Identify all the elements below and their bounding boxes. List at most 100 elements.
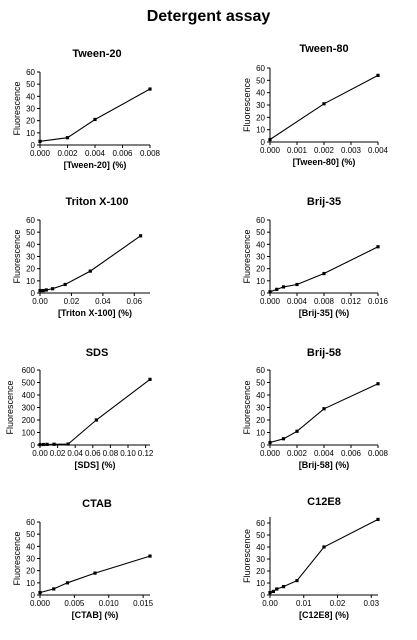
y-tick-label: 20 [256,265,265,274]
y-tick-label: 40 [256,89,265,98]
y-tick-label: 0 [261,289,266,298]
x-tick-label: 0.008 [368,449,389,458]
y-tick-label: 50 [256,228,265,237]
data-point [38,288,42,293]
data-point [376,245,380,249]
y-axis-label: Fluorescence [242,380,252,434]
data-point [268,591,272,595]
y-axis-label: Fluorescence [242,229,252,283]
x-tick-label: 0.000 [30,599,51,608]
y-tick-label: 50 [26,228,35,237]
x-tick-label: 0.000 [30,149,51,158]
y-tick-label: 500 [22,379,36,388]
data-point [50,287,55,291]
x-tick-label: 0.12 [138,449,154,458]
data-point [66,442,70,446]
y-tick-label: 60 [26,216,35,225]
y-tick-label: 30 [256,555,265,564]
x-axis-label: [CTAB] (%) [72,610,119,620]
data-point [52,442,56,446]
data-point [65,581,70,585]
series-line [269,74,379,140]
y-tick-label: 60 [256,216,265,225]
series-line [39,88,151,142]
data-point [38,590,42,595]
chart-title: Detergent assay [146,8,271,25]
y-tick-label: 0 [31,289,36,298]
data-point [322,102,326,106]
series-line [269,246,379,293]
data-point [281,585,286,589]
y-tick-label: 20 [256,416,265,425]
x-tick-label: 0.001 [287,146,308,155]
panel-8: C12E8 0.00 0.01 0.02 0.03 0 10 20 30 40 50 60 [C12E8… [242,496,380,620]
x-tick-label: 0.008 [140,149,161,158]
x-tick-label: 0.06 [85,449,101,458]
y-tick-label: 10 [26,579,35,588]
x-tick-label: 0.02 [64,297,80,306]
x-axis-label: [Brij-35] (%) [299,308,350,318]
y-tick-label: 100 [22,429,36,438]
data-point [376,382,380,386]
data-point [275,587,279,591]
x-tick-label: 0.003 [341,146,362,155]
y-tick-label: 30 [256,253,265,262]
x-tick-label: 0.00 [32,449,48,458]
y-tick-label: 20 [256,113,265,122]
y-tick-label: 0 [31,441,36,450]
x-tick-label: 0.04 [95,297,111,306]
x-axis-label: [Brij-58] (%) [299,460,350,470]
y-tick-label: 300 [22,404,36,413]
data-point [271,589,275,593]
panel-title: Triton X-100 [66,196,129,208]
x-tick-label: 0.01 [296,599,312,608]
y-tick-label: 50 [256,379,265,388]
y-axis-label: Fluorescence [12,229,22,283]
y-tick-label: 40 [26,240,35,249]
x-tick-label: 0.004 [85,149,106,158]
data-point [38,443,42,447]
x-tick-label: 0.010 [99,599,120,608]
data-point [275,287,279,291]
x-tick-label: 0.06 [126,297,142,306]
y-axis-label: Fluorescence [242,78,252,132]
y-tick-label: 0 [31,591,36,600]
y-tick-label: 50 [26,530,35,539]
x-tick-label: 0.016 [368,297,389,306]
data-point [322,271,326,276]
panel-title: Tween-20 [72,48,121,60]
x-axis-label: [Tween-20] (%) [64,160,127,170]
x-tick-label: 0.000 [260,449,281,458]
data-point [281,285,286,289]
panel-7: CTAB 0.000 0.005 0.010 0.015 0 10 20 30 40 50 60 [CT… [12,498,154,620]
series-line [269,383,379,444]
panel-title: Brij-35 [307,196,341,208]
y-tick-label: 60 [26,518,35,527]
data-point [44,288,48,292]
data-point [93,571,97,575]
data-point [281,437,286,441]
x-tick-label: 0.03 [363,599,379,608]
y-tick-label: 40 [256,391,265,400]
y-tick-label: 30 [26,253,35,262]
y-tick-label: 30 [256,101,265,110]
data-point [295,579,299,583]
y-tick-label: 10 [26,129,35,138]
data-point [148,377,152,381]
series-line [40,235,141,292]
x-tick-label: 0.004 [314,449,335,458]
series-line [269,518,379,594]
y-tick-label: 400 [22,391,36,400]
data-point [94,418,98,422]
data-point [38,139,42,143]
x-tick-label: 0.006 [341,449,362,458]
y-tick-label: 0 [261,138,266,147]
x-tick-label: 0.004 [287,297,308,306]
y-tick-label: 20 [26,265,35,274]
panel-title: SDS [86,347,109,359]
y-tick-label: 50 [26,80,35,89]
y-tick-label: 10 [256,429,265,438]
y-axis-label: Fluorescence [12,531,22,585]
y-tick-label: 30 [26,555,35,564]
panel-title: Brij-58 [307,347,341,359]
